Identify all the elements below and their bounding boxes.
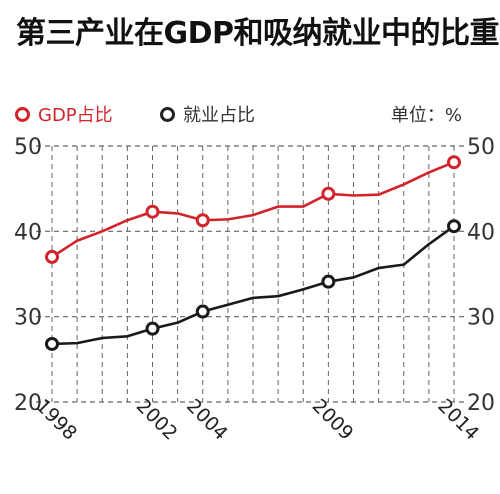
legend-marker-gdp-icon [15, 106, 30, 122]
data-point [45, 249, 59, 264]
data-point [145, 321, 160, 336]
data-point [126, 335, 129, 338]
data-point [126, 219, 129, 222]
data-point [302, 205, 305, 208]
data-point [321, 274, 336, 289]
unit-label: 单位：% [390, 105, 462, 126]
data-point [276, 294, 280, 298]
data-point [176, 212, 179, 215]
data-point [251, 213, 255, 217]
data-point [427, 242, 431, 246]
data-point [447, 219, 461, 234]
data-point [145, 204, 160, 219]
data-point [377, 266, 380, 270]
legend-item-employment: 就业占比 [160, 101, 255, 127]
legend-item-gdp: GDP占比 [15, 101, 113, 127]
grid [36, 145, 466, 403]
y-tick-label-left: 40 [14, 220, 42, 245]
data-point [377, 193, 380, 196]
data-point [352, 194, 355, 197]
y-tick-label-left: 50 [14, 135, 42, 160]
y-tick-label-right: 50 [467, 135, 495, 160]
data-point [427, 171, 431, 174]
data-point [45, 336, 59, 351]
data-point [321, 186, 336, 201]
chart-title: 第三产业在GDP和吸纳就业中的比重 [16, 16, 500, 51]
data-point [226, 303, 230, 306]
data-point [302, 288, 305, 291]
data-point [101, 230, 104, 233]
data-point [75, 239, 79, 242]
data-point [75, 341, 79, 345]
data-point [447, 155, 461, 170]
data-point [195, 213, 210, 228]
y-tick-label-right: 20 [467, 391, 495, 416]
x-tick-label: 2004 [182, 395, 232, 445]
y-tick-label-right: 40 [467, 220, 495, 245]
y-tick-label-right: 30 [467, 306, 495, 331]
series [45, 155, 461, 351]
data-point [251, 296, 255, 300]
data-point [195, 304, 210, 319]
y-tick-label-left: 20 [14, 391, 42, 416]
data-point [276, 205, 280, 208]
data-point [101, 336, 104, 340]
data-point [226, 218, 230, 221]
legend-label-gdp: GDP占比 [38, 105, 113, 126]
data-point [402, 263, 405, 266]
data-point [352, 276, 355, 279]
data-point [402, 183, 405, 186]
legend-label-employment: 就业占比 [183, 105, 255, 126]
legend-marker-employment-icon [160, 106, 175, 122]
y-tick-label-left: 30 [14, 306, 42, 331]
x-tick-label: 2009 [308, 395, 358, 445]
data-point [176, 321, 179, 324]
